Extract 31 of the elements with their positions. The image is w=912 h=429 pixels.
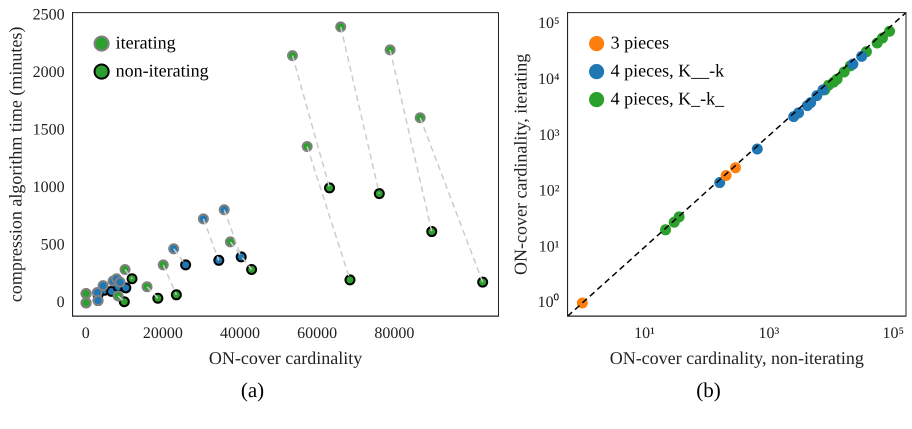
y-tick-label: 10² bbox=[538, 182, 560, 200]
x-tick-label: 0 bbox=[82, 325, 90, 342]
legend-label: non-iterating bbox=[116, 60, 209, 80]
legend-label: 4 pieces, K__-k bbox=[610, 60, 724, 80]
x-axis-title: ON-cover cardinality, non-iterating bbox=[610, 348, 864, 368]
legend-label: 3 pieces bbox=[610, 32, 670, 52]
y-tick-label: 500 bbox=[40, 236, 65, 254]
x-tick-label: 60000 bbox=[297, 325, 338, 342]
y-tick-label: 10⁵ bbox=[538, 15, 560, 32]
y-tick-label: 1000 bbox=[32, 179, 65, 196]
y-tick-label: 10³ bbox=[538, 126, 560, 144]
x-axis-title: ON-cover cardinality bbox=[208, 348, 362, 368]
y-tick-label: 10¹ bbox=[538, 238, 560, 256]
text: (b) bbox=[695, 378, 722, 403]
legend-label: iterating bbox=[116, 32, 176, 52]
x-tick-label: 40000 bbox=[220, 325, 260, 342]
text: (a) bbox=[240, 378, 266, 403]
x-tick-label: 80000 bbox=[374, 325, 414, 342]
y-axis-title: ON-cover cardinality, iterating bbox=[510, 54, 531, 276]
y-tick-label: 2500 bbox=[32, 6, 65, 24]
y-axis-title: compression algorithm time (minutes) bbox=[6, 26, 26, 302]
y-tick-label: 2000 bbox=[32, 64, 65, 82]
y-tick-label: 1500 bbox=[32, 122, 65, 139]
legend-label: 4 pieces, K_-k_ bbox=[610, 88, 726, 108]
y-tick-label: 0 bbox=[56, 294, 65, 312]
x-tick-label: 10¹ bbox=[634, 325, 656, 342]
y-tick-label: 10⁰ bbox=[538, 293, 560, 312]
y-tick-label: 10⁴ bbox=[538, 70, 560, 88]
x-tick-label: 20000 bbox=[142, 325, 183, 342]
x-tick-label: 10³ bbox=[758, 325, 780, 342]
x-tick-label: 10⁵ bbox=[882, 325, 904, 342]
